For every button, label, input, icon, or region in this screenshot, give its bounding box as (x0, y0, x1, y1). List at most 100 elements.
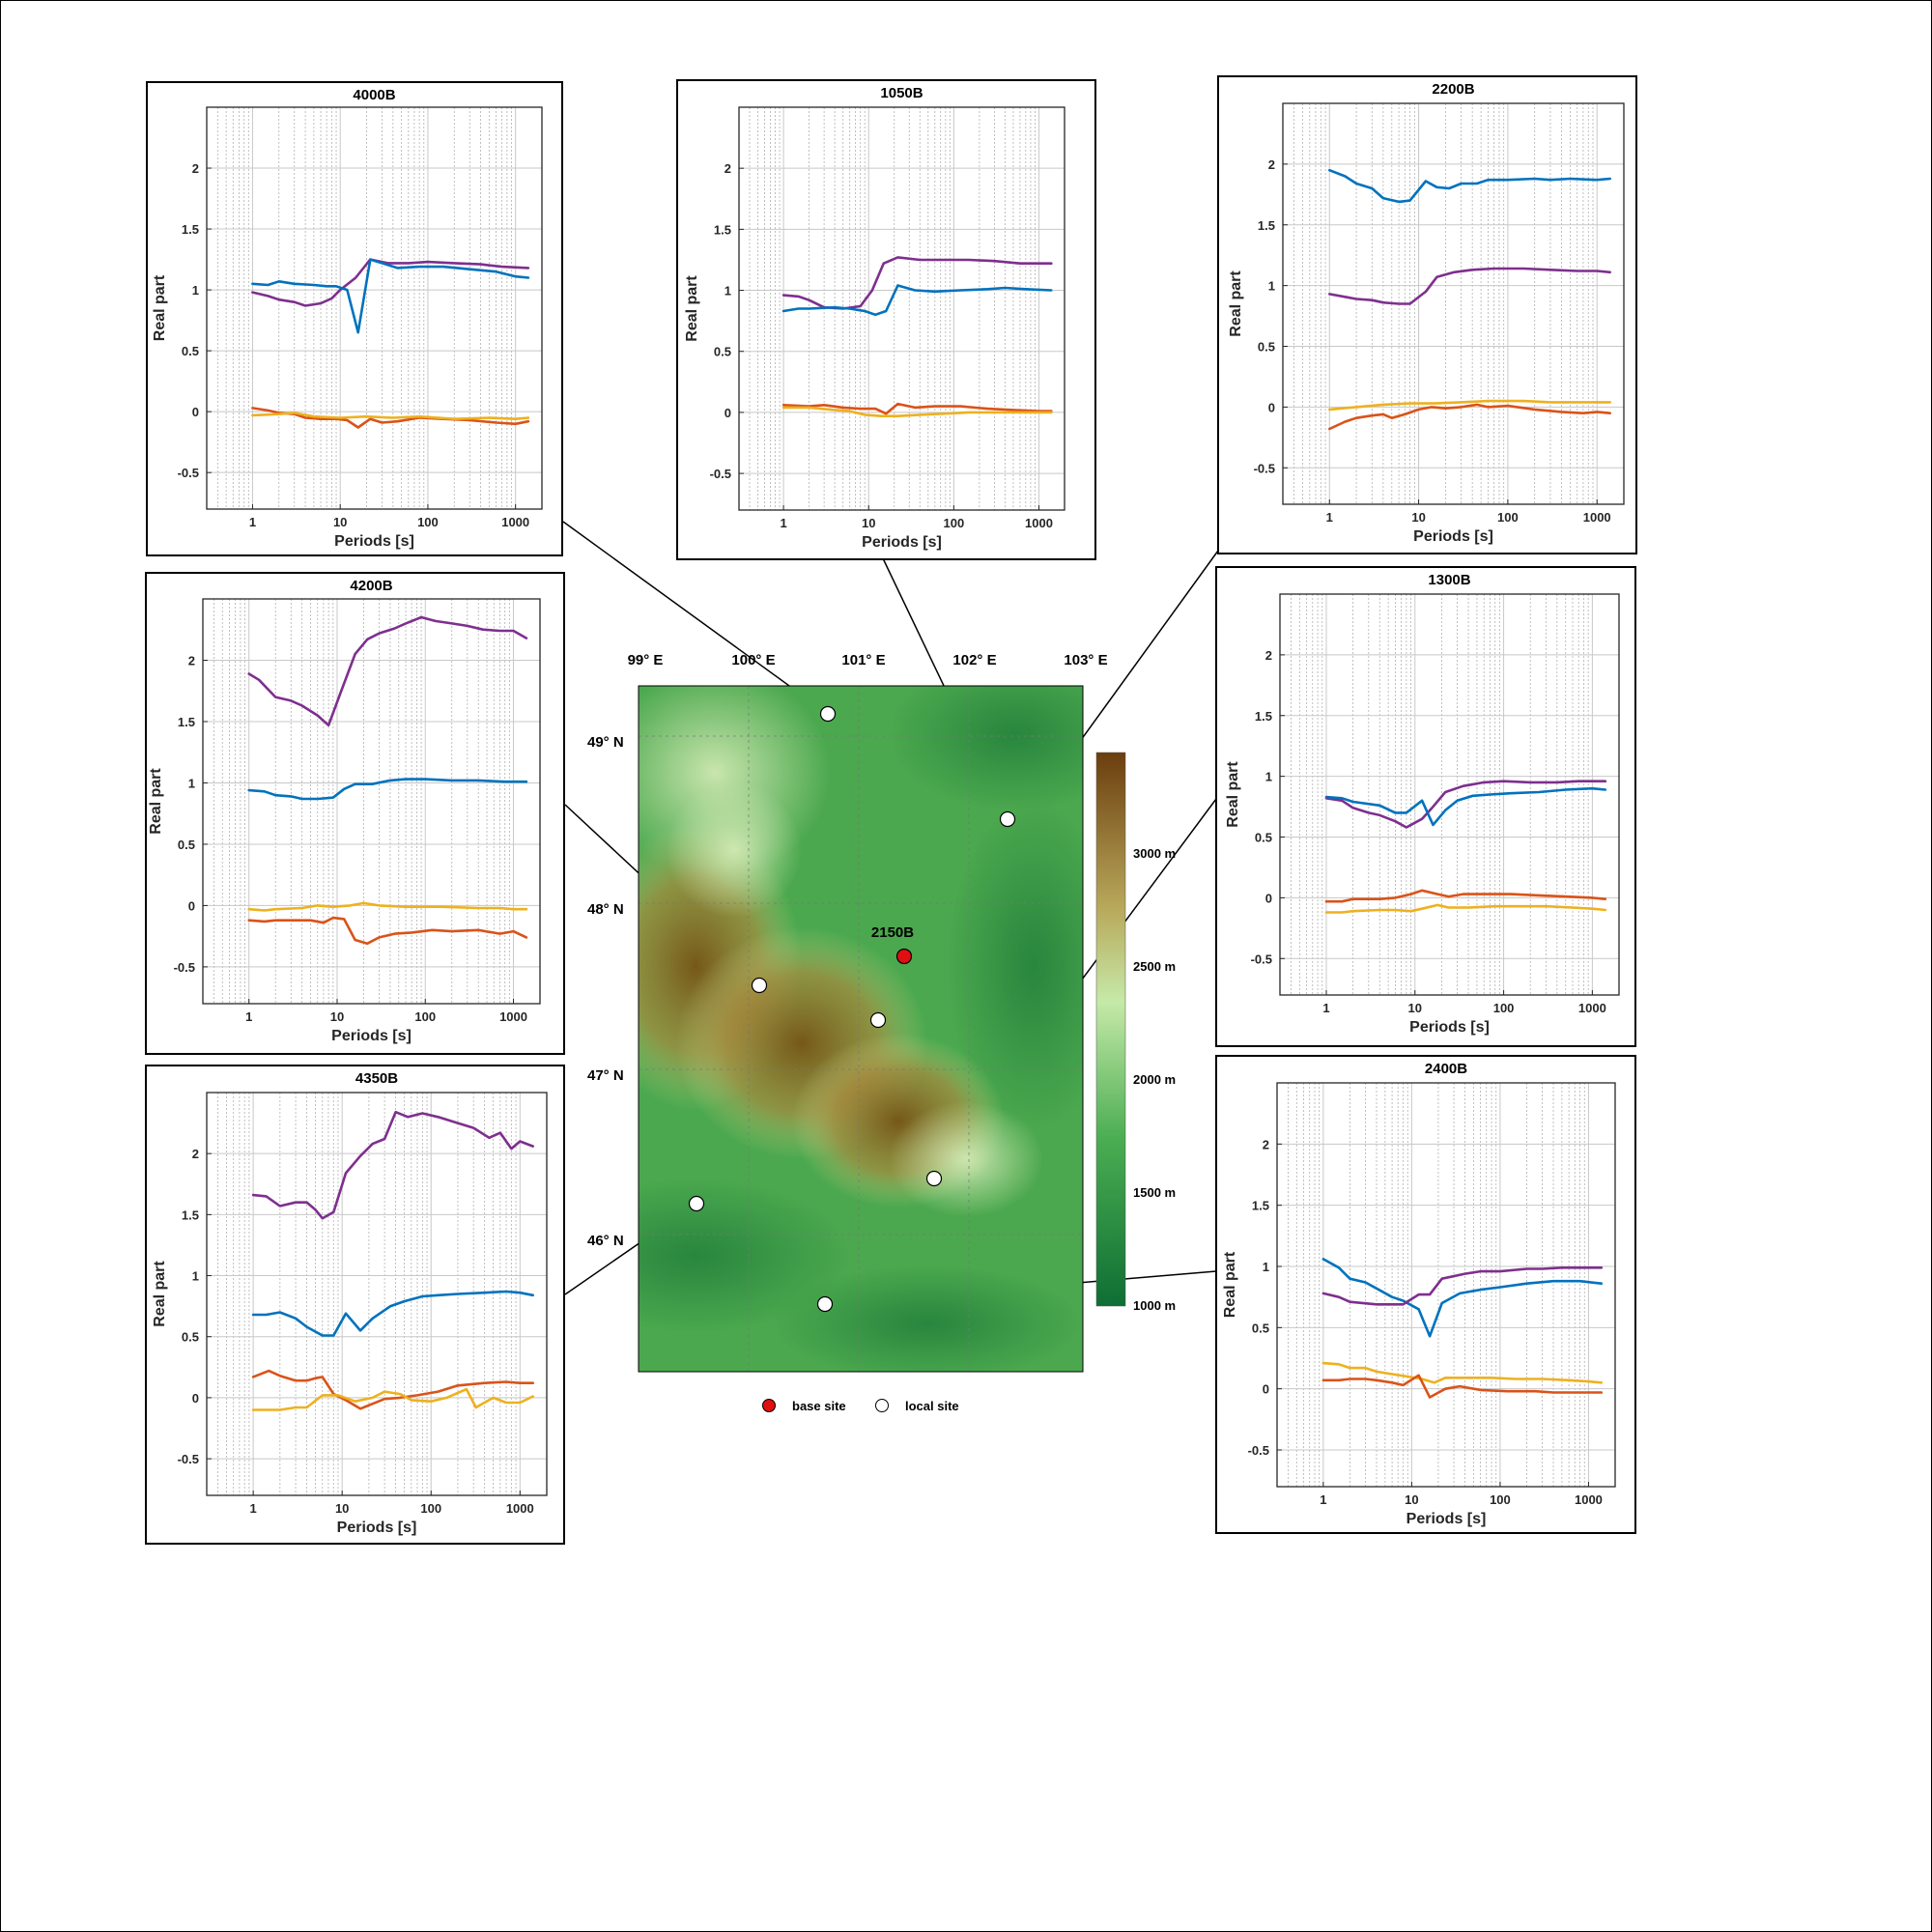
x-tick-label: 100 (417, 515, 439, 529)
local-site-1050B[interactable] (999, 810, 1016, 828)
y-tick-label: -0.5 (1248, 1443, 1269, 1458)
x-tick-label: 10 (862, 516, 875, 530)
chart-series (1328, 168, 1611, 431)
local-site-2400B[interactable] (816, 1295, 834, 1313)
chart-4350B: 1 10 100 1000 -0.5 0 0.5 1 1.5 2 4350B Periods [s] R… (145, 1065, 565, 1545)
series-line-yellow (251, 1387, 535, 1411)
terrain-map (638, 685, 1084, 1373)
y-tick-label: -0.5 (178, 1452, 199, 1466)
longitude-labels: 99° E 100° E 101° E 102° E 103° E (628, 652, 1108, 668)
y-axis-label: Real part (1228, 270, 1244, 337)
y-tick-label: 1 (1268, 279, 1275, 294)
series-line-orange (781, 402, 1053, 415)
y-tick-label: 1 (1265, 770, 1272, 784)
y-tick-label: 1.5 (714, 222, 731, 237)
latitude-labels: 49° N 48° N 47° N 46° N (587, 734, 624, 1249)
plot-area-border (738, 106, 1065, 511)
x-tick-label: 100 (1490, 1492, 1511, 1507)
chart-grid (206, 1093, 548, 1495)
x-tick-label: 1 (245, 1009, 252, 1024)
x-axis-label: Periods [s] (1406, 1511, 1487, 1527)
series-line-yellow (1324, 903, 1607, 914)
chart-ticks: 1 10 100 1000 -0.5 0 0.5 1 1.5 2 (174, 653, 527, 1024)
x-tick-label: 1000 (1025, 516, 1053, 530)
y-axis-label: Real part (152, 1261, 168, 1327)
plot-area-border (206, 1092, 548, 1496)
chart-ticks: 1 10 100 1000 -0.5 0 0.5 1 1.5 2 (178, 161, 530, 529)
plot-area-border (1276, 1082, 1616, 1488)
longitude-label: 101° E (841, 652, 885, 668)
x-tick-label: 1 (1320, 1492, 1326, 1507)
local-site-1300B[interactable] (925, 1170, 943, 1187)
base-site-2150B[interactable] (895, 948, 913, 965)
series-line-blue (1328, 168, 1611, 204)
chart-series (1321, 1258, 1604, 1399)
x-axis-label: Periods [s] (334, 533, 414, 550)
chart-grid (1279, 594, 1620, 995)
chart-series (247, 615, 528, 946)
latitude-label: 47° N (587, 1067, 624, 1084)
x-tick-label: 1000 (499, 1009, 527, 1024)
y-tick-label: 0 (192, 1391, 199, 1406)
series-line-yellow (251, 412, 530, 421)
y-tick-label: 1.5 (1252, 1199, 1269, 1213)
series-line-yellow (1321, 1361, 1604, 1384)
chart-ticks: 1 10 100 1000 -0.5 0 0.5 1 1.5 2 (1254, 157, 1611, 525)
chart-grid (206, 107, 543, 509)
local-site-2200B[interactable] (869, 1011, 887, 1029)
series-line-blue (251, 1290, 535, 1337)
x-tick-label: 1 (780, 516, 786, 530)
y-axis-label: Real part (684, 275, 700, 342)
local-site-4000B[interactable] (819, 705, 837, 723)
y-axis-label: Real part (1222, 1251, 1238, 1318)
y-tick-label: 0.5 (1258, 340, 1275, 355)
local-site-4200B[interactable] (751, 977, 768, 994)
x-tick-label: 10 (1411, 510, 1425, 525)
y-tick-label: -0.5 (710, 467, 731, 481)
y-tick-label: 1 (1263, 1260, 1269, 1274)
series-line-purple (247, 615, 528, 727)
chart-1300B: 1 10 100 1000 -0.5 0 0.5 1 1.5 2 1300B Periods [s] R… (1215, 566, 1636, 1047)
site-markers (688, 705, 1016, 1313)
colorbar-label: 2500 m (1133, 959, 1176, 974)
longitude-label: 102° E (952, 652, 996, 668)
chart-title: 4200B (350, 578, 392, 594)
x-tick-label: 100 (943, 516, 964, 530)
x-tick-label: 1 (1322, 1001, 1329, 1015)
y-tick-label: 1.5 (1258, 218, 1275, 233)
elevation-colorbar: 3000 m 2500 m 2000 m 1500 m 1000 m (1095, 752, 1176, 1313)
x-tick-label: 1 (1326, 510, 1333, 525)
chart-series (251, 1110, 535, 1411)
y-tick-label: 2 (188, 653, 195, 668)
longitude-label: 103° E (1064, 652, 1107, 668)
series-line-blue (781, 284, 1053, 317)
colorbar-label: 1500 m (1133, 1185, 1176, 1200)
latitude-label: 46° N (587, 1233, 624, 1249)
x-tick-label: 100 (1493, 1001, 1515, 1015)
y-tick-label: -0.5 (178, 466, 199, 480)
y-tick-label: -0.5 (174, 960, 195, 975)
chart-ticks: 1 10 100 1000 -0.5 0 0.5 1 1.5 2 (178, 1147, 534, 1516)
y-tick-label: 0.5 (182, 344, 199, 358)
y-axis-label: Real part (152, 274, 168, 341)
map-legend: base site local site (762, 1399, 959, 1413)
latitude-label: 49° N (587, 734, 624, 751)
local-site-4350B[interactable] (688, 1195, 705, 1212)
series-line-blue (1321, 1258, 1604, 1338)
y-axis-label: Real part (148, 768, 164, 835)
x-tick-label: 1000 (501, 515, 529, 529)
plot-area-border (202, 598, 541, 1005)
y-tick-label: 2 (1265, 648, 1272, 663)
chart-grid (202, 599, 541, 1004)
legend-local-site-marker (875, 1399, 889, 1412)
chart-ticks: 1 10 100 1000 -0.5 0 0.5 1 1.5 2 (1251, 648, 1606, 1015)
x-axis-label: Periods [s] (331, 1028, 412, 1044)
legend-base-site-marker (762, 1399, 776, 1412)
chart-frame (145, 572, 565, 1055)
y-tick-label: 1 (724, 284, 731, 298)
y-tick-label: 0 (188, 898, 195, 913)
chart-4200B: 1 10 100 1000 -0.5 0 0.5 1 1.5 2 4200B Periods [s] R… (145, 572, 565, 1055)
y-tick-label: 0 (1265, 891, 1272, 905)
chart-title: 4350B (355, 1070, 398, 1087)
